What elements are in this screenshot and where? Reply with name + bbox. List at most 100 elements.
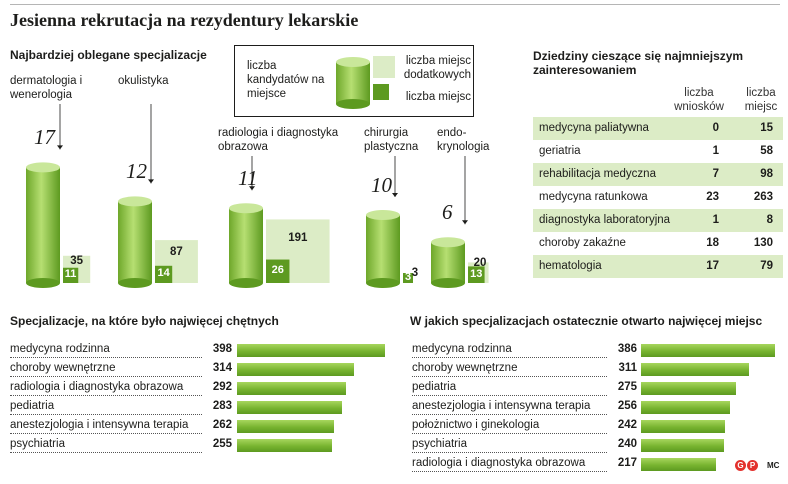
bar-row-label: radiologia i diagnostyka obrazowa xyxy=(412,457,586,469)
bar-row-label: choroby wewnętrzne xyxy=(412,362,518,374)
cylinder-top-2 xyxy=(229,203,263,214)
bar-mark xyxy=(641,420,725,433)
table-row-name: medycyna paliatywna xyxy=(539,122,649,134)
table-row-places: 98 xyxy=(760,168,773,180)
additional-places-value-3: 3 xyxy=(411,267,419,280)
bar-row-value: 242 xyxy=(617,419,637,431)
bar-mark xyxy=(641,401,730,414)
most-applicants-title: Specjalizacje, na które było najwięcej c… xyxy=(10,314,279,328)
bar-row-leader xyxy=(412,376,607,377)
cylinder-body-1 xyxy=(118,201,152,283)
table-row-places: 130 xyxy=(753,237,773,249)
table-row-name: choroby zakaźne xyxy=(539,237,626,249)
table-row-places: 58 xyxy=(760,145,773,157)
bar-row-label: psychiatria xyxy=(10,438,65,450)
cylinder-top-3 xyxy=(366,210,400,220)
cylinder-top-1 xyxy=(118,196,152,207)
bar-row-value: 311 xyxy=(618,362,637,374)
bar-row-value: 255 xyxy=(212,438,232,450)
bar-row-value: 283 xyxy=(212,400,232,412)
table-row-name: diagnostyka laboratoryjna xyxy=(539,214,671,226)
cylinder-base-2 xyxy=(229,278,263,288)
places-square-0 xyxy=(63,267,79,283)
category-label-1: okulistyka xyxy=(118,75,169,87)
col-header-applications: liczba wniosków xyxy=(674,87,724,113)
bar-row-label: pediatria xyxy=(412,381,457,393)
additional-places-value-2: 191 xyxy=(288,232,308,245)
legend-places-swatch xyxy=(373,84,389,100)
cylinder-chart-title: Najbardziej oblegane specjalizacje xyxy=(10,48,207,62)
table-row-applications: 17 xyxy=(706,260,719,272)
bar-mark xyxy=(237,420,335,433)
additional-places-value-1: 87 xyxy=(170,245,183,258)
legend-additional-swatch xyxy=(373,56,395,78)
bar-row-value: 240 xyxy=(617,438,637,450)
table-row: hematologia 17 79 xyxy=(533,255,783,278)
bar-row-value: 275 xyxy=(617,381,637,393)
bar-row-label: medycyna rodzinna xyxy=(10,343,110,355)
table-row-places: 263 xyxy=(753,191,773,203)
additional-places-value-0: 35 xyxy=(70,254,83,267)
table-row-applications: 1 xyxy=(712,145,719,157)
table-row-name: geriatria xyxy=(539,145,581,157)
places-value-4: 13 xyxy=(470,267,483,280)
pointer-arrow-2 xyxy=(249,186,255,191)
legend: liczba kandydatów na miejsce liczba miej… xyxy=(234,45,474,117)
category-label-0: dermatologia i wenerologia xyxy=(10,75,83,101)
table-row-applications: 18 xyxy=(706,237,719,249)
bar-mark xyxy=(641,344,775,357)
pointer-arrow-4 xyxy=(462,220,468,225)
bar-row-value: 386 xyxy=(617,343,637,355)
cylinder-base-3 xyxy=(366,278,400,288)
category-label-2: radiologia i diagnostyka obrazowa xyxy=(218,127,339,153)
bar-mark xyxy=(237,344,385,357)
cylinder-chart-svg xyxy=(26,104,489,288)
bar-mark xyxy=(641,439,725,452)
most-places-title: W jakich specjalizacjach ostatecznie otw… xyxy=(410,314,763,328)
bar-row-value: 398 xyxy=(212,343,232,355)
bar-row-value: 314 xyxy=(212,362,232,374)
candidates-per-place-value-2: 11 xyxy=(238,166,258,191)
candidates-per-place-value-1: 12 xyxy=(126,159,147,184)
least-interest-table: medycyna paliatywna 0 15 geriatria 1 58 rehabi… xyxy=(533,117,783,278)
bar-row-label: medycyna rodzinna xyxy=(412,343,512,355)
candidates-per-place-value-4: 6 xyxy=(442,200,453,225)
cylinder-top-0 xyxy=(26,162,60,173)
table-row: medycyna paliatywna 0 15 xyxy=(533,117,783,140)
table-row: medycyna ratunkowa 23 263 xyxy=(533,186,783,209)
candidates-per-place-value-3: 10 xyxy=(371,173,392,197)
cylinder-base-4 xyxy=(431,278,465,288)
cylinder-base-1 xyxy=(118,278,152,288)
legend-additional-label: liczba miejsc dodatkowych xyxy=(403,55,471,81)
pointer-arrow-0 xyxy=(57,145,63,150)
places-value-2: 26 xyxy=(271,264,284,277)
table-row-applications: 0 xyxy=(712,122,719,134)
table-row-places: 79 xyxy=(760,260,773,272)
publisher-logo-g: G xyxy=(735,460,746,471)
table-row-name: rehabilitacja medyczna xyxy=(539,168,656,180)
cylinder-chart-panel: Najbardziej oblegane specjalizacje liczb… xyxy=(0,0,520,300)
legend-places-label: liczba miejsc xyxy=(405,91,471,103)
table-row-applications: 7 xyxy=(712,168,719,180)
bar-mark xyxy=(237,382,346,395)
places-value-0: 11 xyxy=(64,268,77,281)
bar-row-leader xyxy=(10,376,202,377)
cylinder-body-0 xyxy=(26,167,60,283)
col-header-places: liczba miejsc xyxy=(744,87,778,113)
candidates-per-place-value-0: 17 xyxy=(34,125,55,150)
bar-mark xyxy=(641,458,717,471)
bar-row-label: pediatria xyxy=(10,400,55,412)
bar-row-label: położnictwo i ginekologia xyxy=(412,419,540,431)
bar-mark xyxy=(641,363,749,376)
bar-row-leader xyxy=(412,414,607,415)
table-row-places: 8 xyxy=(766,214,773,226)
bar-mark xyxy=(237,363,354,376)
places-square-1 xyxy=(155,265,173,283)
bar-mark xyxy=(237,439,332,452)
bar-row-value: 262 xyxy=(212,419,232,431)
cylinder-body-2 xyxy=(229,208,263,283)
category-label-3: chirurgia plastyczna xyxy=(364,127,419,153)
table-row-places: 15 xyxy=(760,122,773,134)
table-row-applications: 23 xyxy=(706,191,719,203)
bar-row-value: 217 xyxy=(617,457,637,469)
